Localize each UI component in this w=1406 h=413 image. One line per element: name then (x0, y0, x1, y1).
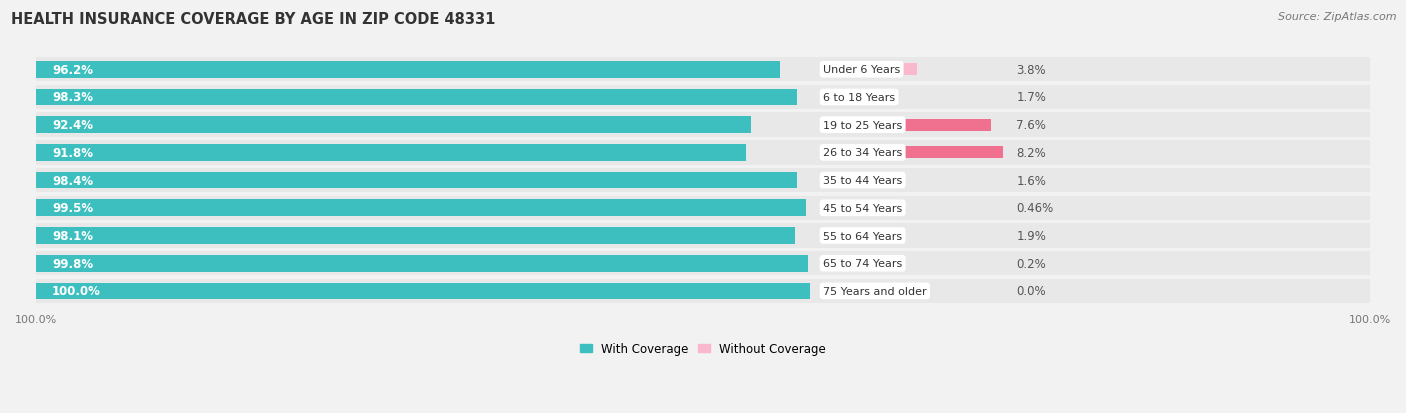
Text: 98.3%: 98.3% (52, 91, 93, 104)
Bar (37, 196, 1369, 221)
Bar (844, 202, 852, 214)
Text: 98.4%: 98.4% (52, 174, 93, 187)
Bar (37, 141, 1369, 165)
Text: 99.5%: 99.5% (52, 202, 93, 215)
Text: Under 6 Years: Under 6 Years (823, 65, 900, 75)
Text: 55 to 64 Years: 55 to 64 Years (823, 231, 903, 241)
Text: HEALTH INSURANCE COVERAGE BY AGE IN ZIP CODE 48331: HEALTH INSURANCE COVERAGE BY AGE IN ZIP … (11, 12, 496, 27)
Bar (37, 117, 751, 134)
Text: 91.8%: 91.8% (52, 147, 93, 159)
Bar (844, 147, 1002, 159)
Text: 19 to 25 Years: 19 to 25 Years (823, 121, 903, 131)
Text: 65 to 74 Years: 65 to 74 Years (823, 259, 903, 268)
Bar (37, 85, 1369, 110)
Text: 100.0%: 100.0% (52, 285, 101, 298)
Text: 0.0%: 0.0% (1017, 285, 1046, 298)
Bar (37, 283, 810, 299)
Bar (37, 58, 1369, 82)
Text: 1.6%: 1.6% (1017, 174, 1046, 187)
Text: 96.2%: 96.2% (52, 64, 93, 76)
Bar (37, 169, 1369, 193)
Text: 45 to 54 Years: 45 to 54 Years (823, 203, 903, 213)
Legend: With Coverage, Without Coverage: With Coverage, Without Coverage (575, 337, 831, 360)
Text: 1.7%: 1.7% (1017, 91, 1046, 104)
Bar (37, 90, 797, 106)
Bar (37, 200, 806, 216)
Bar (37, 279, 1369, 304)
Bar (37, 113, 1369, 138)
Bar (37, 224, 1369, 248)
Bar (844, 258, 846, 270)
Text: 92.4%: 92.4% (52, 119, 93, 132)
Text: 35 to 44 Years: 35 to 44 Years (823, 176, 903, 186)
Text: 0.46%: 0.46% (1017, 202, 1053, 215)
Bar (844, 119, 991, 131)
Text: 0.2%: 0.2% (1017, 257, 1046, 270)
Bar (844, 175, 875, 187)
Bar (37, 252, 1369, 276)
Text: 26 to 34 Years: 26 to 34 Years (823, 148, 903, 158)
Text: 99.8%: 99.8% (52, 257, 93, 270)
Text: Source: ZipAtlas.com: Source: ZipAtlas.com (1278, 12, 1396, 22)
Text: 3.8%: 3.8% (1017, 64, 1046, 76)
Bar (844, 64, 917, 76)
Text: 8.2%: 8.2% (1017, 147, 1046, 159)
Bar (37, 228, 794, 244)
Bar (37, 172, 797, 189)
Bar (37, 255, 808, 272)
Bar (844, 230, 880, 242)
Bar (37, 145, 747, 161)
Text: 98.1%: 98.1% (52, 230, 93, 242)
Text: 1.9%: 1.9% (1017, 230, 1046, 242)
Bar (37, 62, 780, 78)
Bar (844, 92, 876, 104)
Text: 7.6%: 7.6% (1017, 119, 1046, 132)
Text: 6 to 18 Years: 6 to 18 Years (823, 93, 896, 103)
Text: 75 Years and older: 75 Years and older (823, 286, 927, 296)
